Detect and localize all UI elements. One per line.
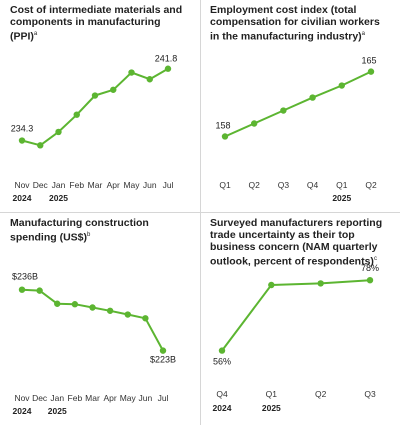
chart-panel-construction-spending: Manufacturing construction spending (US$…: [0, 213, 200, 425]
series-line: [224, 70, 372, 138]
chart-title: Cost of intermediate materials and compo…: [10, 4, 190, 43]
data-label: 165: [361, 56, 376, 66]
data-point: [367, 68, 375, 75]
x-tick-label: Q1: [219, 180, 231, 190]
chart-title-text: Manufacturing construction spending (US$…: [10, 217, 149, 244]
chart-title-text: Cost of intermediate materials and compo…: [10, 4, 183, 43]
data-point: [268, 281, 275, 289]
x-tick-label: Nov: [14, 180, 30, 190]
data-label: 241.8: [155, 54, 178, 64]
data-point: [159, 347, 167, 354]
data-point: [36, 287, 43, 294]
year-label: 2025: [48, 406, 67, 416]
x-tick-label: Mar: [88, 180, 103, 190]
data-point: [280, 107, 287, 114]
year-label: 2024: [13, 193, 32, 203]
x-tick-label: Jun: [139, 393, 153, 403]
x-tick-label: May: [123, 180, 140, 190]
x-tick-label: Jul: [158, 393, 169, 403]
x-tick-label: Q2: [365, 180, 377, 190]
series-line: [221, 279, 371, 352]
data-point: [124, 311, 131, 318]
chart-title: Manufacturing construction spending (US$…: [10, 217, 190, 244]
data-label: 234.3: [11, 124, 34, 134]
data-label: $223B: [150, 355, 176, 365]
x-tick-label: Jan: [52, 180, 66, 190]
panel-divider-horizontal: [0, 212, 400, 213]
year-label: 2024: [213, 403, 232, 413]
data-point: [218, 347, 226, 354]
series-line: [21, 67, 169, 147]
chart-panel-employment-cost: Employment cost index (total compensatio…: [200, 0, 400, 212]
data-point: [71, 301, 79, 308]
data-label: 78%: [361, 263, 379, 273]
x-tick-label: Q2: [249, 180, 261, 190]
chart-title-text: Surveyed manufacturers reporting trade u…: [210, 217, 383, 268]
data-point: [338, 82, 345, 89]
data-point: [309, 94, 316, 101]
data-point: [18, 137, 26, 144]
line-chart-ppi: 234.3 241.8 Nov Dec Jan Feb Mar Apr May Jun Jul 202…: [11, 54, 178, 203]
data-point: [366, 277, 374, 284]
line-chart-trade-uncertainty: 56% 78% Q4 Q1 Q2 Q3 2024 2025: [213, 263, 379, 413]
x-tick-label: Q3: [278, 180, 290, 190]
year-label: 2025: [332, 193, 351, 203]
data-point: [106, 307, 114, 314]
data-label: 158: [215, 120, 230, 130]
footnote-marker: c: [373, 256, 377, 262]
data-point: [110, 86, 117, 93]
data-point: [89, 304, 96, 311]
x-tick-label: Dec: [33, 180, 49, 190]
data-point: [317, 280, 324, 287]
line-chart-employment-cost: 158 165 Q1 Q2 Q3 Q4 Q1 Q2 2025: [215, 56, 377, 203]
data-point: [54, 300, 61, 307]
x-tick-label: May: [120, 393, 137, 403]
x-tick-label: Feb: [69, 180, 84, 190]
year-label: 2024: [13, 406, 32, 416]
line-chart-construction-spending: $236B $223B Nov Dec Jan Feb Mar Apr May Jun Jul 202…: [12, 272, 176, 416]
data-point: [128, 69, 135, 76]
chart-title: Employment cost index (total compensatio…: [210, 4, 390, 43]
x-tick-label: Q4: [307, 180, 319, 190]
data-point: [73, 111, 80, 118]
data-point: [18, 286, 26, 293]
x-tick-label: Q1: [336, 180, 348, 190]
x-tick-label: Apr: [107, 180, 120, 190]
x-tick-label: Q4: [216, 389, 228, 399]
data-label: $236B: [12, 272, 38, 282]
year-label: 2025: [262, 403, 281, 413]
footnote-marker: b: [87, 232, 91, 238]
chart-panel-ppi: Cost of intermediate materials and compo…: [0, 0, 200, 212]
data-point: [142, 315, 149, 322]
data-point: [37, 142, 44, 149]
footnote-marker: a: [361, 31, 366, 37]
year-label: 2025: [49, 193, 68, 203]
x-tick-label: Jun: [143, 180, 157, 190]
x-tick-label: Q3: [364, 389, 376, 399]
chart-title: Surveyed manufacturers reporting trade u…: [210, 217, 390, 268]
chart-panel-trade-uncertainty: Surveyed manufacturers reporting trade u…: [200, 213, 400, 425]
x-tick-label: Jan: [50, 393, 64, 403]
footnote-marker: a: [33, 31, 38, 37]
x-tick-label: Feb: [68, 393, 83, 403]
series-line: [21, 288, 164, 352]
x-tick-label: Mar: [85, 393, 100, 403]
data-label: 56%: [213, 357, 231, 367]
data-point: [55, 128, 62, 136]
data-point: [91, 92, 99, 99]
x-tick-label: Q2: [315, 389, 327, 399]
x-tick-label: Dec: [32, 393, 48, 403]
data-point: [251, 120, 258, 127]
x-tick-label: Apr: [104, 393, 117, 403]
data-point: [146, 76, 153, 83]
data-point: [164, 65, 172, 72]
x-tick-label: Q1: [266, 389, 278, 399]
x-tick-label: Nov: [14, 393, 30, 403]
x-tick-label: Jul: [163, 180, 174, 190]
data-point: [221, 133, 229, 140]
chart-title-text: Employment cost index (total compensatio…: [210, 4, 380, 43]
